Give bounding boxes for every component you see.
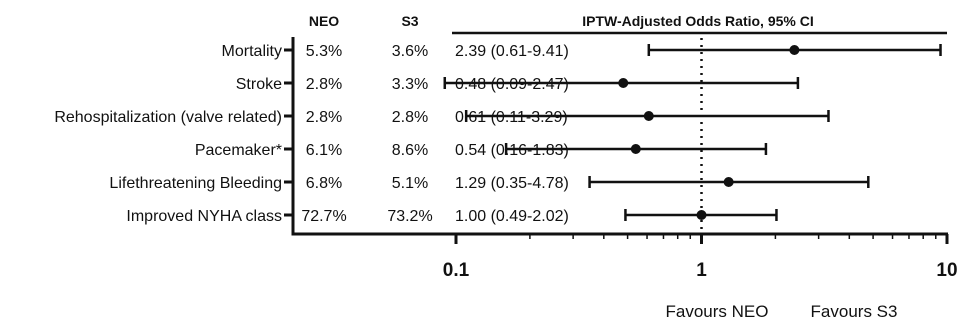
- row-s3-value: 5.1%: [392, 175, 428, 192]
- row-s3-value: 3.6%: [392, 43, 428, 60]
- x-tick-label: 1: [696, 260, 707, 281]
- row-label: Pacemaker*: [195, 142, 282, 159]
- rows-layer: Mortality 5.3% 3.6% 2.39 (0.61-9.41) Stroke 2…: [54, 43, 942, 225]
- row-s3-value: 2.8%: [392, 109, 428, 126]
- row-label: Rehospitalization (valve related): [54, 109, 282, 126]
- x-axis: 0.1 1 10: [291, 37, 958, 281]
- point-estimate: [630, 144, 641, 154]
- row-label: Stroke: [236, 76, 282, 93]
- row-or-text: 1.00 (0.49-2.02): [455, 208, 569, 225]
- header-neo: NEO: [309, 13, 339, 29]
- row-s3-value: 8.6%: [392, 142, 428, 159]
- x-tick-label: 10: [936, 260, 957, 281]
- row-or-text: 0.48 (0.09-2.47): [455, 76, 569, 93]
- favours-s3-label: Favours S3: [811, 302, 898, 321]
- header-s3: S3: [401, 13, 418, 29]
- header-odds-ratio: IPTW-Adjusted Odds Ratio, 95% CI: [582, 13, 814, 29]
- row-neo-value: 72.7%: [301, 208, 346, 225]
- row-neo-value: 6.1%: [306, 142, 342, 159]
- row-or-text: 2.39 (0.61-9.41): [455, 43, 569, 60]
- row-label: Improved NYHA class: [126, 208, 282, 225]
- row-neo-value: 6.8%: [306, 175, 342, 192]
- point-estimate: [723, 177, 734, 187]
- row-s3-value: 3.3%: [392, 76, 428, 93]
- row-neo-value: 2.8%: [306, 109, 342, 126]
- row-neo-value: 2.8%: [306, 76, 342, 93]
- favours-neo-label: Favours NEO: [666, 302, 769, 321]
- x-tick-label: 0.1: [443, 260, 470, 281]
- row-label: Mortality: [222, 43, 282, 60]
- row-label: Lifethreatening Bleeding: [109, 175, 282, 192]
- row-neo-value: 5.3%: [306, 43, 342, 60]
- point-estimate: [618, 78, 629, 88]
- row-or-text: 1.29 (0.35-4.78): [455, 175, 569, 192]
- row-or-text: 0.54 (0.16-1.83): [455, 142, 569, 159]
- point-estimate: [789, 45, 800, 55]
- row-or-text: 0.61 (0.11-3.29): [455, 109, 568, 126]
- row-s3-value: 73.2%: [387, 208, 432, 225]
- point-estimate: [643, 111, 654, 121]
